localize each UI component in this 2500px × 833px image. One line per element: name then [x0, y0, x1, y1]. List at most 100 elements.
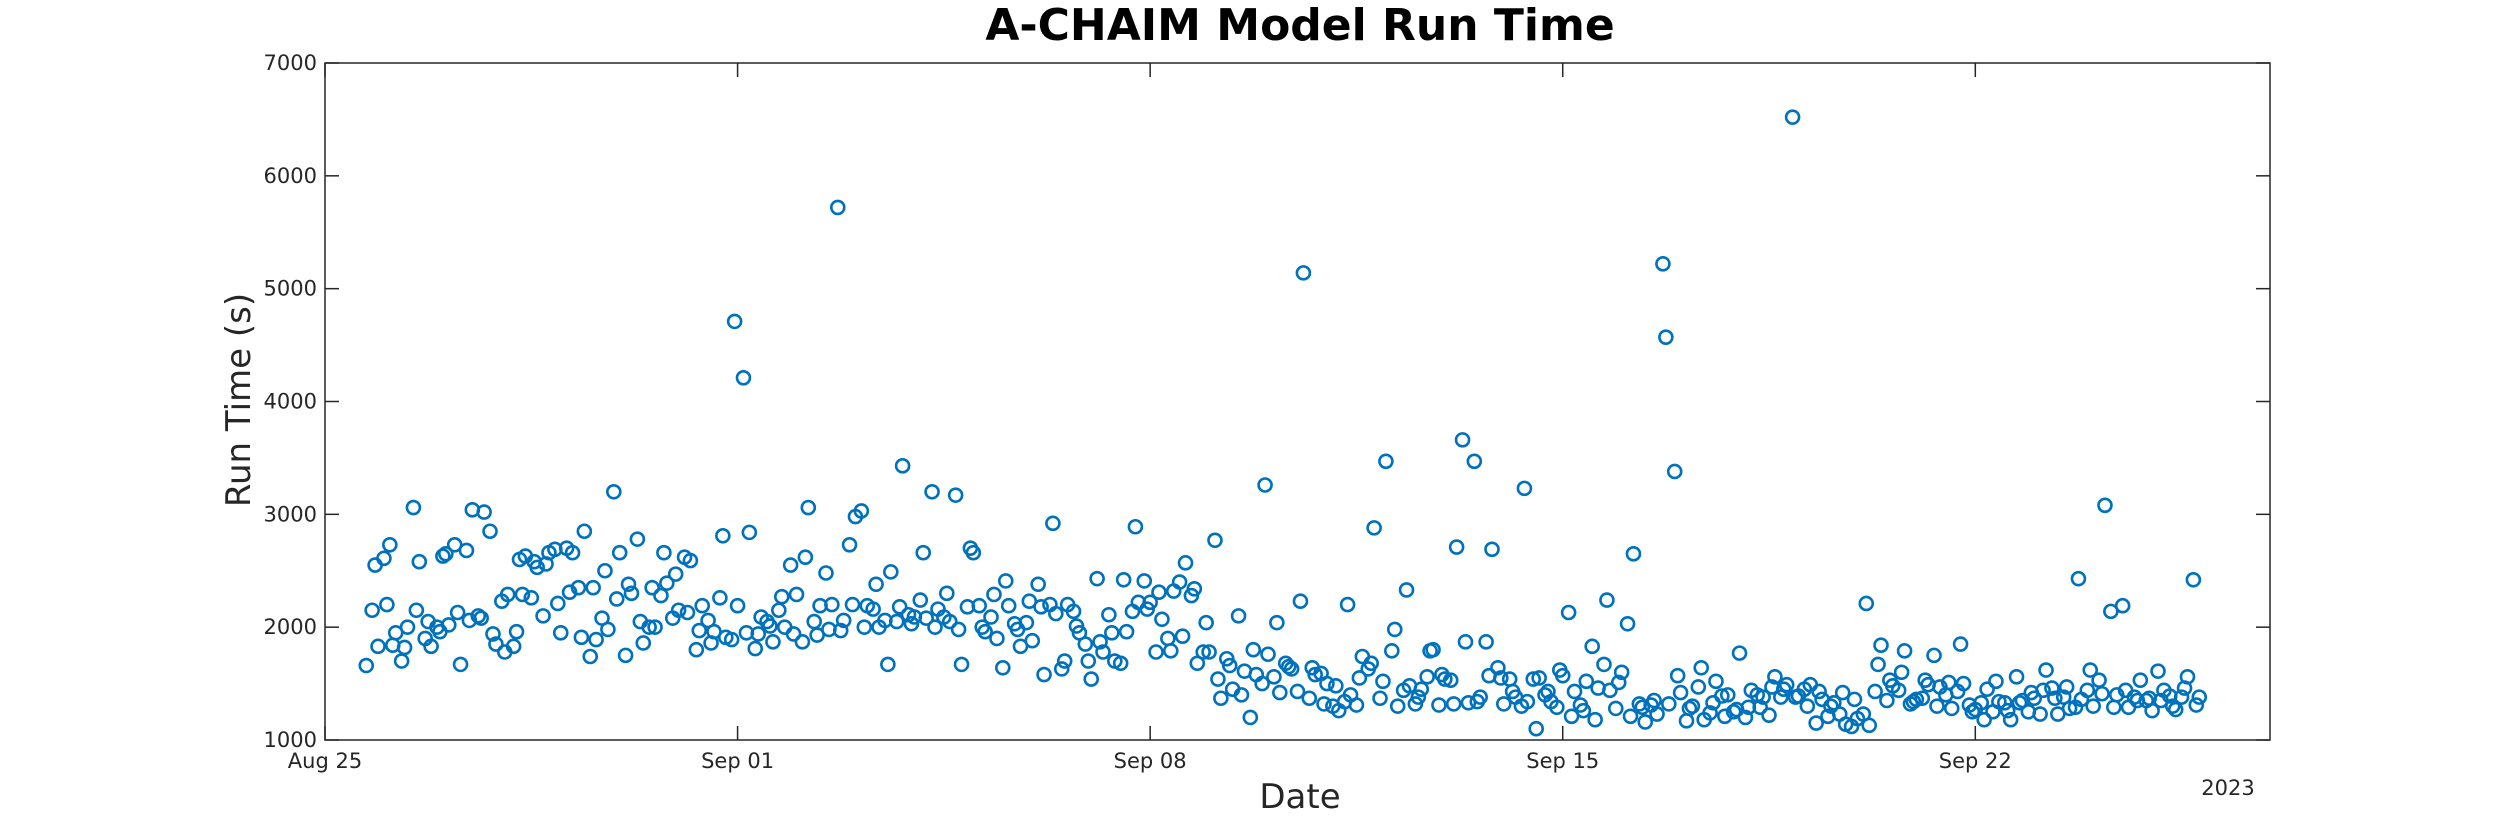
data-point — [1160, 630, 1176, 647]
data-point — [888, 613, 905, 630]
data-point — [1861, 717, 1878, 734]
data-point — [1996, 694, 2013, 711]
data-point — [1778, 676, 1795, 693]
data-point — [1737, 709, 1754, 726]
x-tick-label: Sep 01 — [701, 749, 774, 773]
data-point — [535, 608, 551, 624]
data-point — [499, 586, 516, 603]
data-point — [1413, 681, 1430, 698]
data-point — [1584, 638, 1600, 655]
data-point — [606, 483, 622, 500]
data-point — [1171, 574, 1188, 590]
data-point — [1283, 661, 1300, 677]
data-point — [2032, 706, 2048, 722]
data-point — [1466, 453, 1483, 470]
data-point — [912, 592, 929, 608]
data-point — [891, 599, 908, 615]
data-point — [582, 648, 599, 665]
data-point — [1554, 667, 1571, 684]
data-point — [1221, 657, 1238, 674]
data-point — [1613, 664, 1630, 681]
data-point — [1540, 683, 1556, 700]
data-point — [1973, 694, 1989, 711]
data-point — [1587, 711, 1603, 728]
data-point — [440, 617, 457, 633]
data-point — [1457, 634, 1474, 650]
data-point — [773, 588, 790, 605]
data-point — [1896, 643, 1913, 659]
data-point — [1080, 653, 1097, 669]
data-point — [2082, 662, 2099, 678]
data-point — [1495, 696, 1512, 712]
data-point — [600, 621, 616, 638]
data-point — [399, 619, 416, 635]
data-point — [1065, 603, 1082, 620]
data-point — [2035, 682, 2051, 699]
data-point — [1045, 515, 1061, 532]
data-point — [476, 504, 492, 520]
x-axis-label: Date — [1259, 777, 1340, 817]
data-point — [1575, 702, 1592, 719]
data-point — [1448, 539, 1465, 555]
data-point — [1115, 571, 1132, 588]
data-point — [1245, 641, 1262, 658]
data-point — [1519, 693, 1536, 710]
data-point — [965, 544, 982, 561]
data-point — [797, 549, 814, 566]
data-point — [570, 579, 587, 596]
data-point — [367, 557, 383, 573]
data-point — [1858, 595, 1875, 612]
data-point — [735, 370, 752, 386]
data-point — [762, 618, 778, 634]
data-point — [396, 639, 413, 656]
data-point — [647, 619, 663, 635]
x-tick-label: Aug 25 — [288, 749, 362, 773]
data-point — [1823, 698, 1839, 714]
data-point — [514, 586, 531, 603]
data-point — [1289, 683, 1306, 700]
data-point — [1366, 520, 1382, 536]
data-point — [508, 623, 525, 640]
data-point — [977, 623, 993, 640]
data-point — [1493, 670, 1509, 686]
data-point — [550, 595, 566, 612]
data-point — [1316, 696, 1332, 712]
data-point — [2106, 699, 2122, 716]
data-point — [953, 656, 970, 673]
data-point — [865, 601, 881, 617]
data-point — [635, 635, 652, 651]
data-point — [1811, 683, 1827, 700]
data-point — [1678, 713, 1695, 729]
data-point — [1867, 683, 1883, 700]
data-point — [1649, 706, 1665, 722]
data-point — [1292, 593, 1309, 610]
data-point — [1846, 691, 1863, 708]
data-point — [1528, 720, 1545, 737]
data-point — [729, 597, 746, 614]
y-tick-label: 7000 — [264, 51, 317, 75]
data-point — [1386, 621, 1403, 638]
data-point — [1030, 576, 1046, 593]
data-point — [2185, 571, 2202, 588]
data-point — [1905, 693, 1922, 710]
data-point — [1684, 698, 1701, 714]
data-point — [1127, 518, 1144, 535]
data-point — [1442, 672, 1459, 688]
data-point — [1242, 709, 1259, 726]
data-point — [1272, 684, 1288, 701]
data-point — [995, 659, 1011, 676]
data-point — [688, 641, 705, 658]
data-point — [1914, 690, 1931, 707]
y-tick-label: 5000 — [264, 277, 317, 301]
data-point — [868, 576, 884, 593]
data-point — [2070, 570, 2087, 587]
data-point — [2008, 669, 2025, 685]
data-point — [405, 499, 422, 516]
data-point — [1437, 671, 1453, 687]
data-point — [1929, 698, 1945, 714]
data-point — [617, 647, 634, 664]
data-point — [1425, 641, 1441, 658]
data-point — [2079, 682, 2096, 699]
data-point — [726, 313, 743, 330]
data-point — [458, 542, 475, 559]
